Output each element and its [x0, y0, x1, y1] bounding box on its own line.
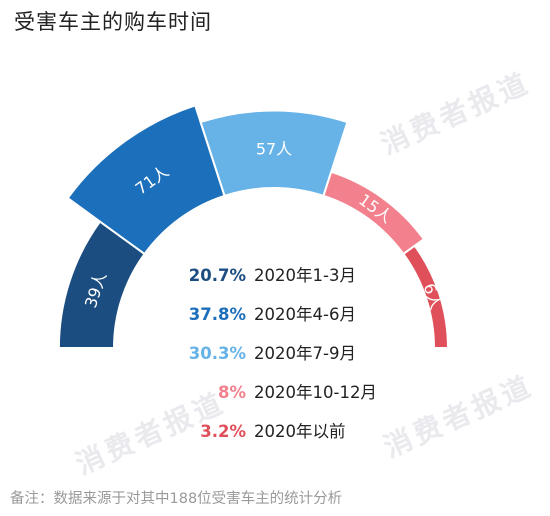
legend-row: 30.3% 2020年7-9月	[174, 334, 377, 373]
legend-label: 2020年7-9月	[254, 344, 356, 363]
legend-percent: 8%	[217, 383, 246, 402]
legend-label: 2020年1-3月	[254, 266, 356, 285]
value-label-4: 6人	[420, 281, 446, 312]
footnote: 备注：数据来源于对其中188位受害车主的统计分析	[10, 491, 343, 507]
wedge-2	[199, 109, 349, 198]
legend-row: 3.2% 2020年以前	[174, 412, 377, 451]
legend-percent: 20.7%	[188, 266, 246, 285]
legend-row: 37.8% 2020年4-6月	[174, 295, 377, 334]
legend-row: 8% 2020年10-12月	[174, 373, 377, 412]
legend: 20.7% 2020年1-3月 37.8% 2020年4-6月 30.3% 2020年7-…	[174, 256, 377, 451]
legend-percent: 30.3%	[188, 344, 246, 363]
legend-label: 2020年4-6月	[254, 305, 356, 324]
legend-percent: 37.8%	[188, 305, 246, 324]
legend-row: 20.7% 2020年1-3月	[174, 256, 377, 295]
legend-label: 2020年10-12月	[254, 383, 377, 402]
legend-percent: 3.2%	[200, 422, 246, 441]
wedge-4	[402, 244, 450, 349]
wedge-1	[66, 104, 226, 256]
value-label-2: 57人	[256, 140, 292, 159]
legend-label: 2020年以前	[254, 422, 346, 441]
wedge-3	[322, 170, 426, 256]
chart-title: 受害车主的购车时间	[14, 10, 212, 34]
